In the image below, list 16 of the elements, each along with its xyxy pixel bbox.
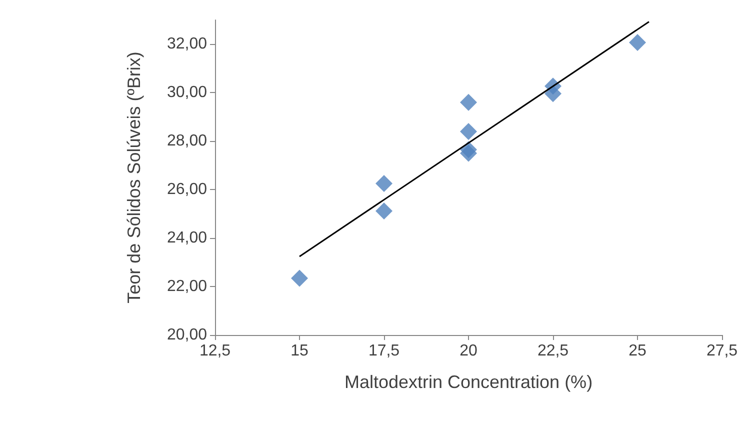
x-tick-label: 12,5 (199, 342, 231, 360)
x-axis-title: Maltodextrin Concentration (%) (344, 372, 593, 392)
x-tick-label: 17,5 (368, 342, 400, 360)
x-tick-label: 22,5 (537, 342, 569, 360)
y-axis-title: Teor de Sólidos Solúveis (ºBrix) (124, 52, 144, 304)
x-tick-label: 15 (290, 342, 308, 360)
y-tick-label: 26,00 (166, 181, 208, 198)
y-tick-label: 28,00 (166, 132, 208, 150)
y-tick-label: 22,00 (166, 278, 208, 296)
y-tick-label: 24,00 (166, 230, 208, 247)
y-tick-label: 30,00 (166, 84, 208, 102)
x-tick-label: 27,5 (706, 342, 738, 360)
y-tick-label: 32,00 (166, 36, 208, 53)
y-tick-label: 20,00 (166, 326, 208, 344)
x-tick-label: 25 (628, 342, 646, 360)
x-tick-label: 20 (460, 342, 478, 360)
